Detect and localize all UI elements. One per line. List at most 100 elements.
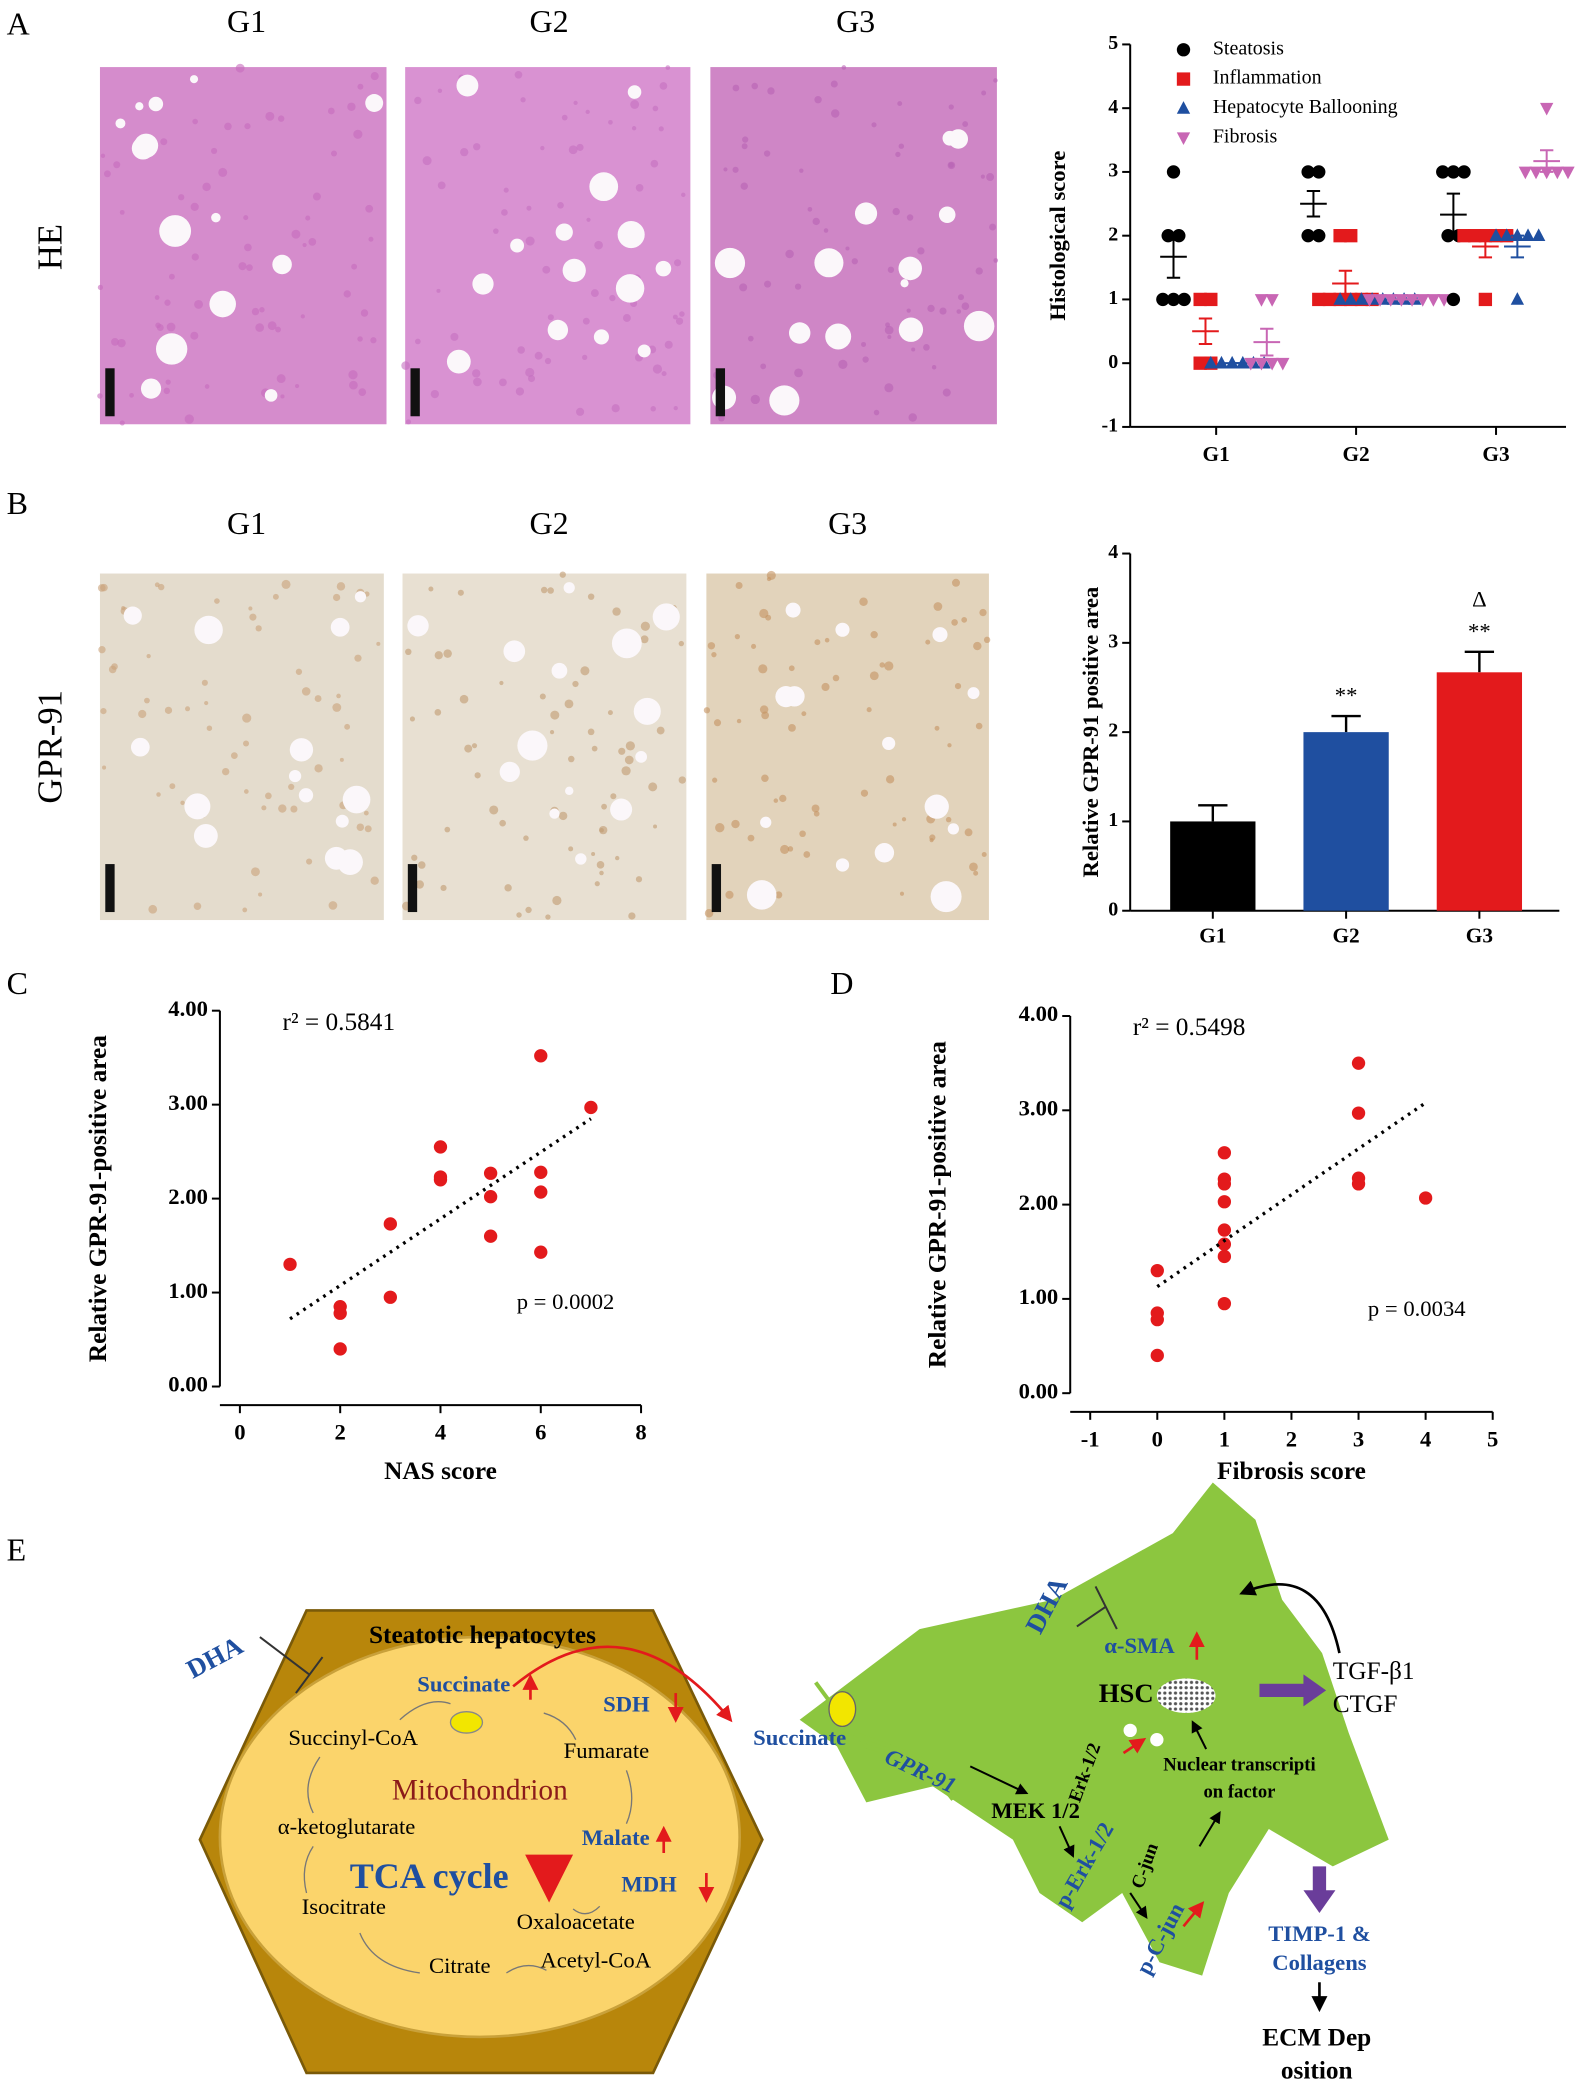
point	[383, 1217, 397, 1231]
tissue-cell	[901, 817, 907, 822]
r2-label: r² = 0.5841	[283, 1008, 396, 1036]
node-label: on factor	[1203, 1781, 1275, 1802]
tissue-cell	[258, 892, 263, 897]
point	[1333, 229, 1347, 243]
tissue-cell	[206, 725, 213, 731]
point	[1322, 292, 1337, 307]
tissue-cell	[294, 383, 300, 389]
vacuole	[769, 385, 800, 416]
tissue-cell	[146, 653, 151, 659]
tissue-cell	[615, 855, 620, 861]
node-label: Mitochondrion	[392, 1775, 568, 1807]
tissue-cell	[621, 766, 631, 776]
vacuole	[155, 333, 188, 365]
tissue-cell	[735, 581, 743, 589]
vacuole	[760, 816, 772, 828]
tissue-cell	[528, 375, 536, 383]
point	[1254, 294, 1269, 307]
tissue-cell	[265, 111, 275, 121]
tissue-cell	[665, 65, 671, 70]
tissue-cell	[923, 344, 930, 351]
tissue-cell	[97, 284, 104, 291]
x-tick-label: G2	[1342, 442, 1369, 466]
tissue-cell	[265, 792, 272, 800]
node-label: Succinyl-CoA	[288, 1725, 418, 1750]
group-label: G1	[227, 506, 266, 541]
tissue-cell	[549, 730, 555, 735]
tissue-cell	[547, 314, 554, 321]
tissue-cell	[360, 309, 369, 317]
point	[1351, 1177, 1366, 1191]
tissue-cell	[349, 380, 358, 390]
tissue-cell	[473, 377, 482, 387]
point	[1150, 1312, 1164, 1327]
vacuole	[337, 849, 363, 875]
point	[1521, 228, 1535, 242]
legend-label: Inflammation	[1213, 67, 1322, 89]
tissue-cell	[830, 80, 838, 88]
tissue-cell	[760, 363, 767, 370]
point	[1510, 292, 1525, 305]
tissue-cell	[348, 370, 358, 380]
tissue-cell	[471, 743, 478, 749]
point	[1418, 1191, 1433, 1205]
vacuole	[499, 761, 520, 782]
point	[1394, 294, 1409, 307]
secrete-arrow	[1303, 1674, 1327, 1707]
tissue-cell	[418, 861, 426, 869]
vacuole	[947, 823, 960, 835]
vacuole	[835, 622, 850, 637]
tissue-cell	[811, 804, 820, 813]
tissue-cell	[464, 744, 473, 753]
nucleus	[1156, 1678, 1216, 1714]
node-label: Nuclear transcripti	[1163, 1755, 1315, 1776]
tissue-cell	[899, 891, 905, 896]
tissue-cell	[214, 598, 220, 604]
node-label: TGF-β1	[1333, 1657, 1415, 1685]
tissue-cell	[664, 340, 673, 349]
point	[483, 1229, 498, 1243]
tissue-cell	[885, 322, 890, 328]
tissue-cell	[611, 404, 620, 413]
tissue-cell	[608, 119, 613, 125]
tissue-cell	[773, 798, 779, 803]
panel-label: D	[830, 966, 853, 1001]
tissue-cell	[272, 593, 279, 600]
x-tick-label: 2	[1286, 1426, 1297, 1451]
vacuole	[938, 206, 956, 224]
tissue-cell	[624, 755, 634, 765]
tissue-cell	[736, 718, 742, 724]
signal-arrow	[1198, 1810, 1221, 1847]
tissue-cell	[650, 406, 656, 412]
vacuole	[615, 274, 645, 303]
tissue-cell	[434, 709, 442, 716]
vacuole	[123, 606, 142, 625]
point	[1518, 166, 1533, 180]
vacuole	[900, 279, 909, 288]
r2-label: r² = 0.5498	[1133, 1013, 1246, 1041]
point	[534, 1245, 548, 1259]
tissue-cell	[100, 583, 108, 592]
tissue-cell	[192, 118, 198, 125]
tissue-cell	[473, 143, 481, 151]
bar	[1170, 821, 1256, 911]
tissue-cell	[302, 242, 307, 248]
tissue-cell	[766, 576, 772, 582]
vacuole	[882, 736, 896, 751]
tissue-cell	[523, 835, 529, 841]
tissue-cell	[975, 722, 983, 730]
tissue-cell	[862, 356, 869, 363]
tissue-cell	[859, 597, 868, 607]
x-tick-label: 0	[1152, 1426, 1163, 1451]
up-arrow	[1182, 1901, 1205, 1928]
tissue-cell	[761, 774, 769, 783]
x-tick-label: G1	[1199, 923, 1226, 947]
tissue-cell	[202, 182, 211, 192]
trend-line	[1156, 1101, 1427, 1289]
tissue-cell	[725, 890, 734, 899]
point	[1301, 229, 1315, 243]
tissue-cell	[552, 895, 562, 906]
tissue-cell	[734, 633, 740, 640]
tissue-cell	[409, 716, 415, 722]
